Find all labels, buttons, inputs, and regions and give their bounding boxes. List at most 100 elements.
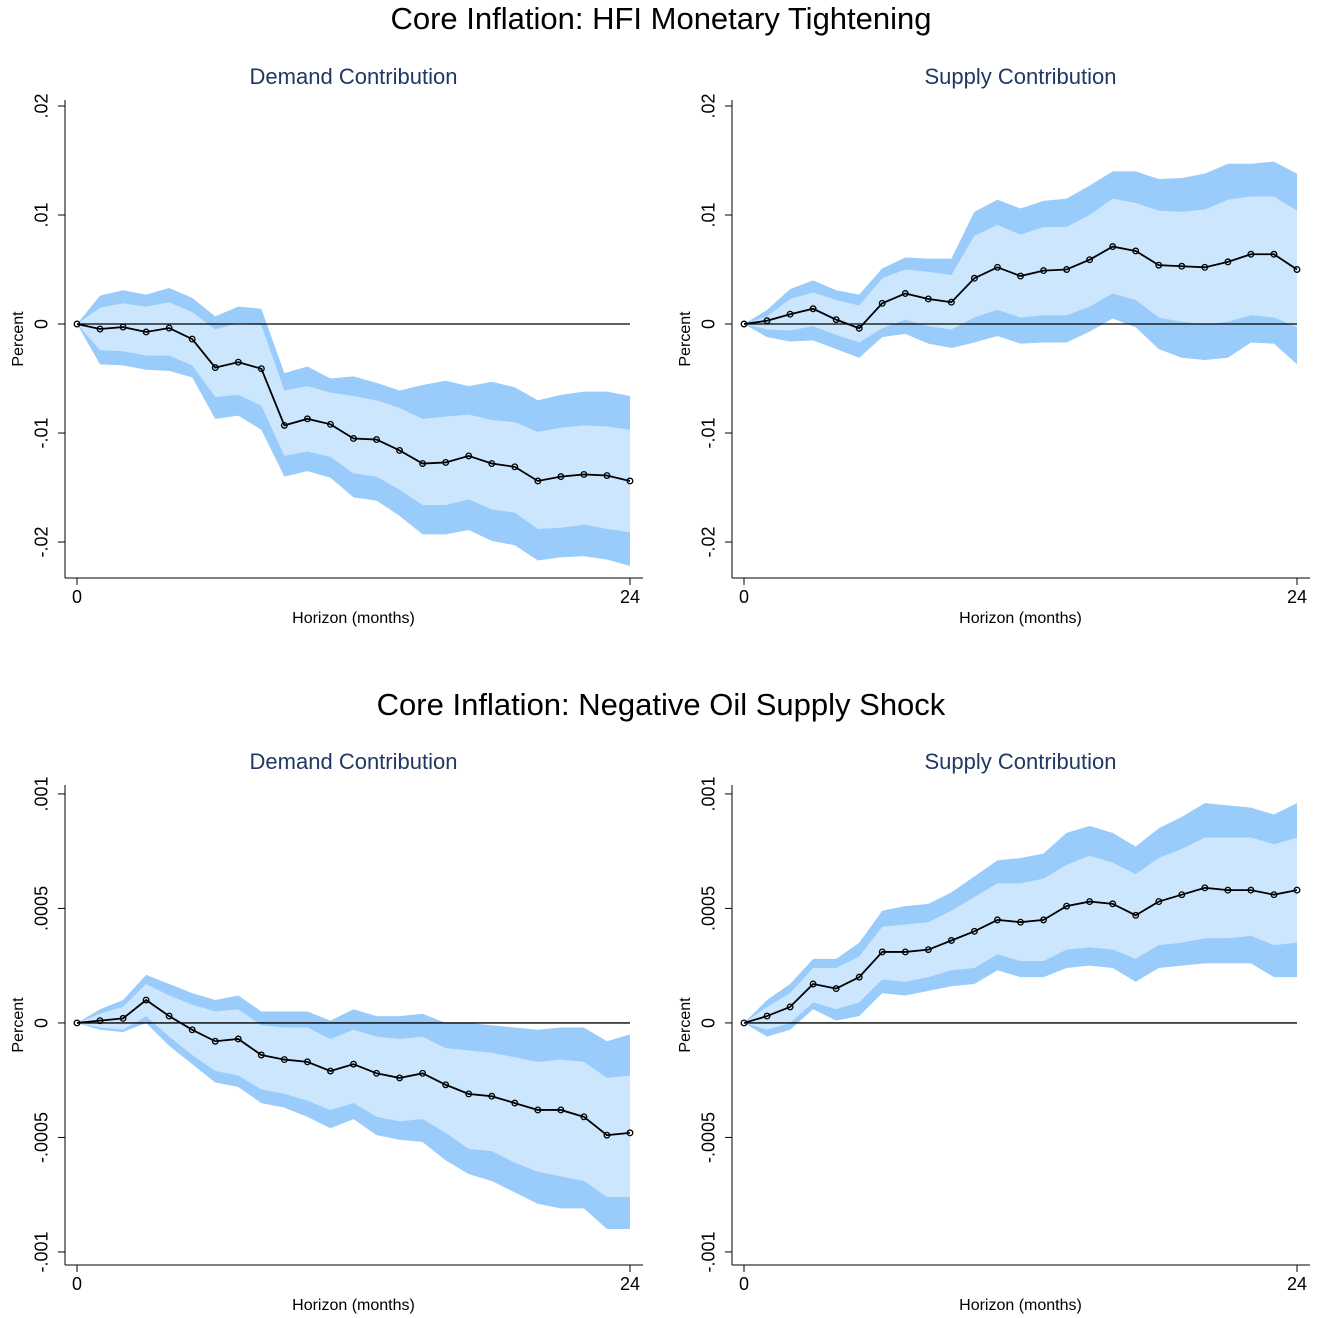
irf-marker <box>809 305 817 313</box>
irf-marker <box>1270 891 1278 899</box>
irf-marker <box>763 1012 771 1020</box>
irf-marker <box>924 295 932 303</box>
irf-marker <box>303 1058 311 1066</box>
irf-marker <box>280 421 288 429</box>
x-axis-label: Horizon (months) <box>292 610 415 627</box>
irf-marker <box>211 1037 219 1045</box>
irf-marker <box>901 948 909 956</box>
irf-marker <box>534 477 542 485</box>
irf-marker <box>488 1092 496 1100</box>
irf-marker <box>557 473 565 481</box>
irf-marker <box>1109 900 1117 908</box>
panel: Demand Contribution -.001 -.0005 0 .0005 .001… <box>10 749 643 1314</box>
confidence-band <box>77 302 630 533</box>
y-tick-label: .01 <box>32 202 52 227</box>
irf-marker <box>809 980 817 988</box>
y-tick-label: 0 <box>32 319 52 329</box>
irf-marker <box>1155 261 1163 269</box>
irf-marker <box>1247 886 1255 894</box>
y-tick-label: 0 <box>699 319 719 329</box>
irf-marker <box>1178 262 1186 270</box>
irf-marker <box>350 1060 357 1068</box>
y-tick-label: .0005 <box>699 886 719 931</box>
irf-marker <box>603 1131 611 1139</box>
y-axis-label: Percent <box>10 997 27 1053</box>
irf-marker <box>786 1003 794 1011</box>
x-tick-label: 24 <box>620 587 640 607</box>
irf-marker <box>442 459 450 466</box>
irf-marker <box>878 948 886 956</box>
irf-marker <box>994 263 1001 271</box>
irf-marker <box>947 298 955 306</box>
y-tick-label: -.0005 <box>32 1112 52 1163</box>
irf-marker <box>786 310 794 318</box>
irf-marker <box>994 916 1001 924</box>
confidence-band <box>77 984 630 1197</box>
irf-marker <box>119 1014 127 1022</box>
irf-marker <box>580 1113 588 1121</box>
irf-marker <box>511 1099 519 1107</box>
irf-marker <box>1178 891 1186 899</box>
irf-marker <box>901 290 909 297</box>
irf-marker <box>947 937 955 944</box>
irf-marker <box>1086 898 1094 906</box>
irf-marker <box>442 1081 450 1089</box>
figure-title: Core Inflation: HFI Monetary Tightening <box>390 1 931 36</box>
panel-title: Supply Contribution <box>924 749 1116 774</box>
irf-marker <box>119 323 127 331</box>
irf-marker <box>396 1074 404 1082</box>
irf-marker <box>1270 250 1278 258</box>
y-tick-label: -.01 <box>32 418 52 449</box>
irf-marker <box>1017 918 1024 926</box>
irf-marker <box>603 472 611 479</box>
panel-title: Demand Contribution <box>250 64 458 89</box>
y-axis-label: Percent <box>677 997 694 1053</box>
irf-marker <box>855 973 863 981</box>
irf-line <box>76 998 631 1137</box>
irf-marker <box>1247 250 1255 258</box>
irf-marker <box>211 364 219 372</box>
irf-marker <box>419 1069 427 1077</box>
irf-marker <box>419 460 427 467</box>
y-tick-label: .001 <box>32 776 52 811</box>
irf-marker <box>1224 886 1232 894</box>
irf-marker <box>373 1069 380 1077</box>
y-tick-label: .0005 <box>32 886 52 931</box>
irf-marker <box>557 1106 565 1114</box>
panel-title: Supply Contribution <box>924 64 1116 89</box>
irf-marker <box>142 328 150 336</box>
y-tick-label: .02 <box>32 93 52 118</box>
irf-marker <box>303 415 311 423</box>
x-axis-label: Horizon (months) <box>292 1297 415 1314</box>
y-tick-label: 0 <box>32 1018 52 1028</box>
irf-marker <box>465 452 473 460</box>
y-tick-label: .02 <box>699 93 719 118</box>
irf-marker <box>488 460 496 467</box>
panel: Demand Contribution -.02 -.01 0 .01 .02 0 24 Hor… <box>10 64 643 627</box>
irf-marker <box>970 274 978 282</box>
irf-marker <box>234 1035 242 1043</box>
y-tick-label: -.02 <box>32 527 52 558</box>
irf-marker <box>626 477 634 485</box>
y-tick-label: -.001 <box>699 1231 719 1272</box>
y-tick-label: -.0005 <box>699 1112 719 1163</box>
irf-marker <box>855 324 863 332</box>
irf-marker <box>142 996 150 1004</box>
y-axis-label: Percent <box>677 311 694 367</box>
irf-marker <box>257 365 265 373</box>
irf-marker <box>1063 902 1071 910</box>
irf-marker <box>280 1056 288 1064</box>
figure-title: Core Inflation: Negative Oil Supply Shoc… <box>377 687 946 722</box>
irf-marker <box>1063 266 1071 273</box>
irf-marker <box>1201 884 1209 892</box>
irf-marker <box>257 1051 265 1059</box>
x-tick-label: 24 <box>1287 1274 1307 1294</box>
irf-marker <box>626 1129 634 1137</box>
y-tick-label: .01 <box>699 202 719 227</box>
x-tick-label: 24 <box>1287 587 1307 607</box>
irf-marker <box>511 463 519 471</box>
irf-marker <box>373 436 380 444</box>
irf-marker <box>96 1017 104 1025</box>
y-tick-label: .001 <box>699 776 719 811</box>
